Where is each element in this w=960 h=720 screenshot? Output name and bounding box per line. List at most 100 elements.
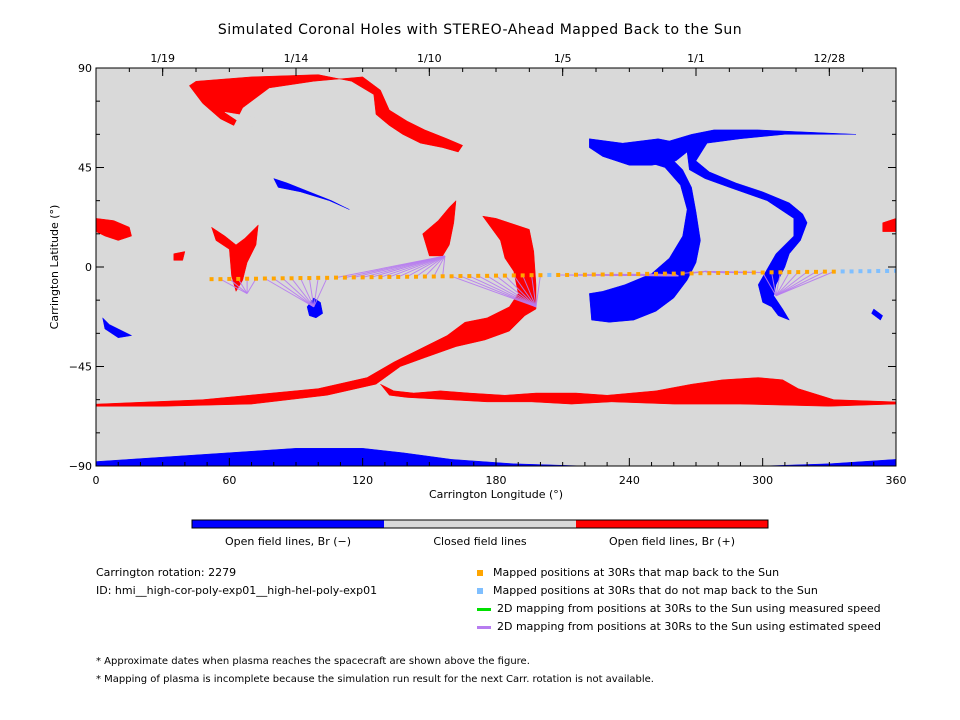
colorbar-label-2: Open field lines, Br (+) xyxy=(609,535,735,548)
top-date-label-4: 1/1 xyxy=(687,52,705,65)
estimated-line-2-10 xyxy=(299,277,315,308)
note-incomplete: * Mapping of plasma is incomplete becaus… xyxy=(96,674,654,685)
mapped-point-47 xyxy=(636,272,641,277)
mapped-point-38 xyxy=(556,272,561,277)
legend-estimated: 2D mapping from positions at 30Rs to the… xyxy=(477,620,881,633)
legend-unmapped: Mapped positions at 30Rs that do not map… xyxy=(477,584,818,597)
mapped-point-59 xyxy=(742,270,747,275)
legend-mapped-label: Mapped positions at 30Rs that map back t… xyxy=(493,566,780,579)
unmapped-point-6 xyxy=(885,268,890,273)
top-date-label-1: 1/14 xyxy=(284,52,309,65)
mapped-point-36 xyxy=(529,273,534,278)
estimated-line-4-29 xyxy=(469,275,537,308)
mapped-point-3 xyxy=(236,276,241,281)
top-date-label-0: 1/19 xyxy=(150,52,175,65)
colorbar-segment-2 xyxy=(576,520,768,528)
legend-mapped: Mapped positions at 30Rs that map back t… xyxy=(477,566,779,579)
unmapped-point-1 xyxy=(840,269,845,274)
unmapped-point-3 xyxy=(858,269,863,274)
mapped-point-25 xyxy=(431,274,436,279)
mapped-point-50 xyxy=(662,271,667,276)
mapped-point-53 xyxy=(689,271,694,276)
negative-region-2 xyxy=(273,178,350,210)
mapped-point-17 xyxy=(360,275,365,280)
mapped-point-68 xyxy=(822,269,827,274)
unmapped-point-4 xyxy=(867,269,872,274)
estimated-line-4-34 xyxy=(513,275,537,308)
regions-layer xyxy=(96,74,896,466)
estimated-line-3-26 xyxy=(442,255,446,277)
mapped-point-48 xyxy=(645,271,650,276)
negative-region-1 xyxy=(589,156,701,323)
mapped-point-45 xyxy=(618,272,623,277)
estimated-line-7-61 xyxy=(762,272,777,296)
closed-region-0 xyxy=(224,111,284,128)
mapped-point-4 xyxy=(245,276,250,281)
positive-region-2 xyxy=(211,224,259,292)
colorbar-label-1: Closed field lines xyxy=(433,535,527,548)
estimated-line-2-6 xyxy=(264,278,315,308)
estimated-line-7-68 xyxy=(775,271,826,297)
mapped-point-37 xyxy=(538,273,543,278)
estimated-line-2-13 xyxy=(313,277,328,308)
estimated-line-icon xyxy=(477,625,491,629)
mapped-point-13 xyxy=(325,275,330,280)
estimated-line-3-25 xyxy=(433,255,446,277)
estimated-line-7-63 xyxy=(775,272,781,296)
positive-region-4 xyxy=(422,199,457,257)
positive-region-5 xyxy=(96,215,537,407)
carrington-rotation-label: Carrington rotation: 2279 xyxy=(96,566,237,579)
y-tick-label-45: 45 xyxy=(78,162,92,175)
positive-region-6 xyxy=(380,377,896,407)
y-tick-label-90: 90 xyxy=(78,62,92,75)
x-tick-label-120: 120 xyxy=(352,474,373,487)
top-date-label-2: 1/10 xyxy=(417,52,442,65)
estimated-line-4-30 xyxy=(477,275,537,308)
estimated-line-2-11 xyxy=(308,277,315,307)
estimated-line-7-65 xyxy=(775,271,799,297)
y-tick-label--90: −90 xyxy=(69,460,92,473)
estimated-line-2-12 xyxy=(313,277,319,307)
estimated-line-4-35 xyxy=(522,275,537,307)
mapped-point-33 xyxy=(502,273,507,278)
mapped-point-32 xyxy=(494,273,498,278)
mapped-point-18 xyxy=(369,275,374,280)
top-date-label-5: 12/28 xyxy=(813,52,845,65)
mapped-point-40 xyxy=(574,272,578,277)
estimated-line-3-23 xyxy=(415,255,446,278)
x-tick-label-300: 300 xyxy=(752,474,773,487)
estimated-line-4-37 xyxy=(535,275,541,307)
estimated-line-2-9 xyxy=(291,277,315,308)
y-axis-label: Carrington Latitude (°) xyxy=(48,205,61,330)
colorbar-segment-1 xyxy=(384,520,576,528)
estimated-line-1-3 xyxy=(237,278,248,294)
mapped-point-55 xyxy=(707,271,712,276)
mapped-point-58 xyxy=(734,270,738,275)
estimated-line-1-1 xyxy=(220,278,248,294)
unmapped-point-7 xyxy=(894,268,896,273)
x-tick-label-60: 60 xyxy=(222,474,236,487)
legend-estimated-label: 2D mapping from positions at 30Rs to the… xyxy=(497,620,882,633)
y-tick-label--45: −45 xyxy=(69,361,92,374)
mapped-point-65 xyxy=(796,270,801,275)
estimated-line-4-27 xyxy=(451,275,537,308)
estimated-line-4-32 xyxy=(495,275,537,308)
x-tick-label-0: 0 xyxy=(93,474,100,487)
negative-region-0 xyxy=(589,129,857,321)
negative-region-5 xyxy=(871,308,883,321)
mapped-point-46 xyxy=(627,272,632,277)
mapped-point-26 xyxy=(440,274,445,279)
top-date-label-3: 1/5 xyxy=(554,52,572,65)
note-dates: * Approximate dates when plasma reaches … xyxy=(96,656,530,667)
mapped-point-20 xyxy=(387,274,392,279)
unmapped-point-2 xyxy=(849,269,854,274)
estimated-line-3-20 xyxy=(389,255,446,278)
mapped-point-51 xyxy=(671,271,676,276)
colorbar-label-0: Open field lines, Br (−) xyxy=(225,535,351,548)
positive-region-1 xyxy=(96,218,132,241)
estimated-line-3-24 xyxy=(424,255,446,277)
mapped-square-icon xyxy=(477,570,483,576)
mapped-point-27 xyxy=(449,274,454,279)
colorbar-frame xyxy=(191,519,769,529)
